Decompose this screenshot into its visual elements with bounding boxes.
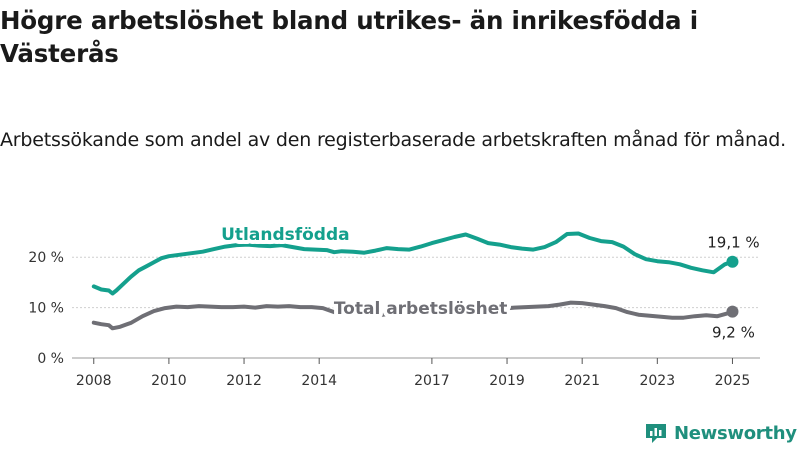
end-point-total bbox=[726, 305, 739, 318]
bar-chart-logo-icon bbox=[646, 424, 666, 443]
y-tick-label: 0 % bbox=[37, 351, 64, 367]
series-line-foreign bbox=[91, 231, 735, 296]
x-tick-label: 2023 bbox=[639, 373, 675, 389]
series-label-foreign: Utlandsfödda bbox=[221, 225, 350, 245]
chart-title: Högre arbetslöshet bland utrikes- än inr… bbox=[0, 6, 698, 68]
series-label-total: Total arbetslöshet bbox=[334, 299, 508, 319]
y-tick-label: 20 % bbox=[28, 250, 64, 266]
y-axis-tick-labels: 0 % 10 % 20 % bbox=[28, 250, 64, 367]
end-value-label-foreign: 19,1 % bbox=[707, 234, 759, 252]
x-tick-label: 2025 bbox=[715, 373, 751, 389]
x-tick-label: 2014 bbox=[301, 373, 337, 389]
x-tick-label: 2008 bbox=[76, 373, 112, 389]
y-tick-label: 10 % bbox=[28, 301, 64, 317]
x-axis: 2008 2010 2012 2014 2017 2019 2021 2023 2025 bbox=[76, 358, 750, 389]
newsworthy-logo: Newsworthy bbox=[644, 420, 797, 446]
series-line-total bbox=[91, 300, 735, 331]
series-lines bbox=[91, 231, 739, 331]
chart-labels: 19,1 %9,2 %UtlandsföddaUtlandsföddaTotal… bbox=[217, 221, 760, 342]
chart-subtitle: Arbetssökande som andel av den registerb… bbox=[0, 129, 786, 151]
series-label-halo: Utlandsfödda bbox=[221, 225, 350, 245]
brand-name: Newsworthy bbox=[674, 422, 797, 444]
x-tick-label: 2010 bbox=[151, 373, 187, 389]
end-value-label-total: 9,2 % bbox=[712, 324, 755, 342]
x-tick-label: 2017 bbox=[414, 373, 450, 389]
x-tick-label: 2012 bbox=[226, 373, 262, 389]
x-tick-label: 2019 bbox=[489, 373, 525, 389]
series-label-halo: Total arbetslöshet bbox=[334, 299, 508, 319]
end-point-foreign bbox=[726, 255, 739, 268]
x-tick-label: 2021 bbox=[564, 373, 600, 389]
